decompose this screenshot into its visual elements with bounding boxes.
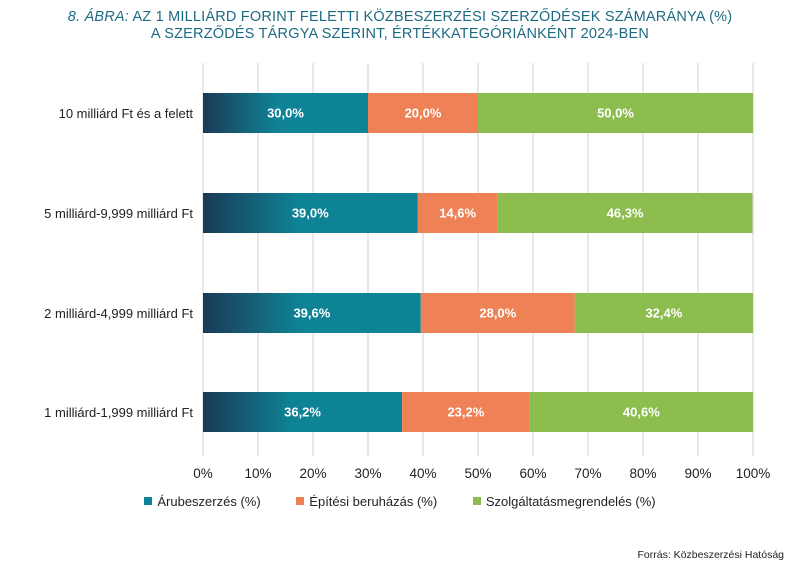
x-tick-label: 10% — [244, 466, 271, 481]
title-main: AZ 1 MILLIÁRD FORINT FELETTI KÖZBESZERZÉ… — [132, 9, 733, 25]
data-label-epitesi: 23,2% — [447, 405, 484, 420]
bar-epitesi — [417, 193, 498, 233]
title-line-1: 8. ÁBRA: AZ 1 MILLIÁRD FORINT FELETTI KÖ… — [0, 9, 800, 26]
legend-label: Szolgáltatásmegrendelés (%) — [485, 494, 656, 509]
bar-szolgaltatas — [497, 193, 753, 233]
category-label: 1 milliárd-1,999 milliárd Ft — [44, 405, 193, 420]
bar-szolgaltatas — [529, 392, 753, 432]
title-prefix: 8. ÁBRA: — [67, 9, 129, 25]
bar-arubeszerzes — [203, 93, 368, 133]
data-labels: 30,0% 20,0% 50,0% 39,0% 14,6% 46,3% 39,6% 28,0%… — [267, 106, 683, 420]
legend-item-arubeszerzes: Árubeszerzés (%) — [144, 494, 261, 509]
data-label-arubeszerzes: 36,2% — [284, 405, 321, 420]
x-tick-label: 80% — [629, 466, 656, 481]
category-label: 2 milliárd-4,999 milliárd Ft — [44, 306, 193, 321]
category-labels: 10 milliárd Ft és a felett 5 milliárd-9,9… — [44, 106, 193, 420]
chart-title: 8. ÁBRA: AZ 1 MILLIÁRD FORINT FELETTI KÖ… — [0, 9, 800, 43]
bar-epitesi — [420, 293, 575, 333]
x-tick-label: 90% — [684, 466, 711, 481]
x-tick-label: 40% — [409, 466, 436, 481]
legend-swatch — [144, 497, 153, 505]
bar-arubeszerzes — [203, 193, 418, 233]
title-line-2: A SZERZŐDÉS TÁRGYA SZERINT, ÉRTÉKKATEGÓR… — [150, 26, 650, 42]
bar-epitesi — [402, 392, 530, 432]
data-label-arubeszerzes: 30,0% — [267, 106, 304, 121]
legend-label: Építési beruházás (%) — [309, 494, 438, 509]
legend-swatch — [296, 497, 305, 505]
x-tick-label: 20% — [299, 466, 326, 481]
data-label-epitesi: 28,0% — [479, 306, 516, 321]
data-label-szolgaltatas: 40,6% — [623, 405, 660, 420]
source-note: Forrás: Közbeszerzési Hatóság — [637, 549, 784, 561]
category-label: 10 milliárd Ft és a felett — [59, 106, 194, 121]
data-label-epitesi: 20,0% — [405, 106, 442, 121]
legend-item-szolgaltatas: Szolgáltatásmegrendelés (%) — [472, 494, 656, 509]
bar-arubeszerzes — [203, 392, 403, 432]
data-label-epitesi: 14,6% — [439, 206, 476, 221]
data-label-szolgaltatas: 32,4% — [645, 306, 682, 321]
stacked-bar-chart: 30,0% 20,0% 50,0% 39,0% 14,6% 46,3% 39,6% 28,0%… — [44, 63, 770, 481]
x-tick-label: 0% — [193, 466, 213, 481]
x-tick-label: 50% — [464, 466, 491, 481]
data-label-szolgaltatas: 46,3% — [607, 206, 644, 221]
legend: Árubeszerzés (%) Építési beruházás (%) S… — [0, 494, 800, 509]
data-label-arubeszerzes: 39,6% — [293, 306, 330, 321]
legend-label: Árubeszerzés (%) — [157, 494, 261, 509]
legend-swatch — [472, 497, 481, 505]
bar-arubeszerzes — [203, 293, 421, 333]
bar-szolgaltatas — [574, 293, 753, 333]
data-label-arubeszerzes: 39,0% — [292, 206, 329, 221]
data-label-szolgaltatas: 50,0% — [597, 106, 634, 121]
bar-epitesi — [368, 93, 478, 133]
bar-szolgaltatas — [478, 93, 753, 133]
x-tick-label: 70% — [574, 466, 601, 481]
legend-item-epitesi: Építési beruházás (%) — [296, 494, 437, 509]
x-tick-label: 30% — [354, 466, 381, 481]
x-axis-ticks: 0% 10% 20% 30% 40% 50% 60% 70% 80% 90% 100% — [193, 466, 770, 481]
x-tick-label: 100% — [736, 466, 771, 481]
category-label: 5 milliárd-9,999 milliárd Ft — [44, 206, 193, 221]
x-tick-label: 60% — [519, 466, 546, 481]
bars — [203, 93, 753, 432]
